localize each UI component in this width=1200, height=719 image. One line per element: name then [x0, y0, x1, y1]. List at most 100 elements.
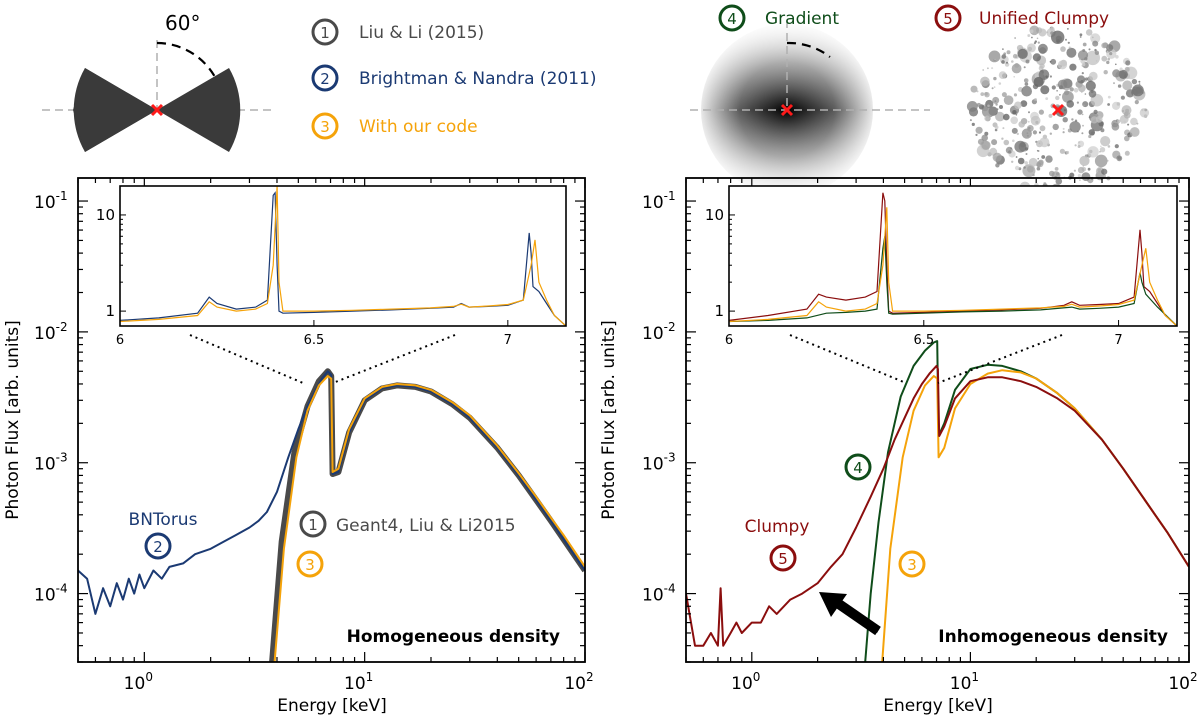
clump	[994, 100, 997, 103]
clump	[1134, 100, 1139, 105]
clump	[1138, 80, 1141, 83]
right-inset-series-clumpy	[729, 192, 1177, 326]
clump	[1018, 121, 1025, 128]
clump	[1030, 115, 1041, 126]
clump	[1124, 135, 1130, 142]
clump	[991, 139, 998, 146]
opening-angle-arc	[786, 41, 831, 58]
left-inset-series-with-our-code	[120, 186, 566, 326]
clump	[1017, 48, 1028, 60]
clump	[981, 105, 995, 118]
clump	[1051, 30, 1065, 44]
right-annot-clumpy: Clumpy 5	[745, 517, 809, 572]
clump	[1066, 100, 1074, 108]
right-ylabel: Photon Flux [arb. units]	[599, 320, 619, 519]
clump	[1038, 69, 1050, 80]
clump	[1115, 55, 1119, 59]
legend-item-1: 1 Liu & Li (2015)	[311, 18, 484, 46]
clump	[1095, 116, 1103, 123]
clump	[998, 71, 1007, 79]
clump	[1045, 97, 1049, 100]
clump	[1001, 54, 1007, 59]
left-y-tick-label: 10-3	[34, 451, 68, 475]
svg-text:1: 1	[308, 516, 318, 534]
clump	[1010, 116, 1018, 125]
clump	[987, 104, 990, 108]
clump	[1025, 59, 1030, 64]
clump	[1062, 131, 1065, 134]
clump	[1013, 93, 1018, 97]
svg-text:3: 3	[305, 556, 315, 574]
clump	[1082, 101, 1089, 108]
clump	[1077, 75, 1086, 84]
clump	[1084, 77, 1089, 81]
clump	[1021, 85, 1032, 97]
gradient-torus-sketch	[690, 20, 930, 196]
clump	[1038, 109, 1044, 115]
svg-text:4: 4	[853, 459, 863, 477]
clump	[1113, 82, 1115, 85]
clump	[1071, 118, 1074, 121]
right-zoom-line-b	[937, 334, 1063, 384]
clump	[998, 82, 1002, 85]
clump	[1131, 78, 1138, 85]
svg-text:Brightman & Nandra (2011): Brightman & Nandra (2011)	[359, 69, 596, 89]
clump	[1024, 161, 1028, 165]
clump	[971, 122, 975, 126]
clump	[1123, 120, 1127, 124]
homogeneous-torus-sketch: 60°	[42, 11, 275, 152]
legend-item-5: 5 Unified Clumpy	[934, 4, 1109, 32]
clump	[1041, 155, 1046, 159]
clump	[1113, 122, 1115, 125]
clump	[1078, 58, 1081, 61]
clump	[1050, 58, 1057, 65]
svg-text:With our code: With our code	[359, 117, 478, 137]
left-x-tick-label: 101	[344, 670, 373, 694]
clump	[976, 102, 981, 107]
clump	[1116, 102, 1121, 106]
clump	[1130, 117, 1138, 126]
clump	[1077, 166, 1085, 174]
clump	[1090, 33, 1101, 44]
clump	[1036, 160, 1044, 168]
clump	[1014, 165, 1020, 171]
clump	[1069, 121, 1081, 133]
clump	[1079, 179, 1081, 182]
clump	[1003, 113, 1010, 121]
clump	[1077, 174, 1081, 178]
clump	[1011, 63, 1022, 74]
clump	[1100, 145, 1102, 148]
left-y-tick-label: 10-4	[34, 582, 68, 606]
clump	[1083, 104, 1085, 107]
clump	[991, 67, 994, 70]
clump	[1033, 42, 1036, 45]
clump	[1012, 53, 1018, 59]
clump	[1036, 166, 1041, 171]
left-series-bntorus	[78, 370, 585, 615]
clump	[1059, 93, 1061, 96]
left-annot-geant4: 1 Geant4, Liu & Li2015	[299, 510, 516, 538]
left-xlabel: Energy [keV]	[277, 696, 387, 716]
clump	[1114, 144, 1119, 149]
clump	[1038, 43, 1048, 54]
svg-text:BNTorus: BNTorus	[129, 510, 198, 530]
clump	[1065, 150, 1070, 155]
source-marker	[150, 103, 164, 117]
svg-text:Gradient: Gradient	[765, 9, 839, 29]
clump	[1017, 157, 1025, 165]
clump	[1050, 31, 1054, 35]
clump	[1036, 37, 1039, 40]
right-panel-title: Inhomogeneous density	[938, 627, 1168, 647]
clump	[1011, 60, 1014, 63]
left-inset-y-tick-label: 10	[96, 206, 115, 224]
clump	[1006, 61, 1008, 64]
clump	[1091, 36, 1094, 39]
right-inset-frame	[728, 185, 1178, 327]
clump	[975, 126, 983, 134]
clump	[970, 85, 978, 93]
clump	[993, 156, 997, 160]
clump	[1012, 110, 1017, 115]
clump	[1127, 123, 1130, 126]
clump	[1020, 100, 1028, 107]
clump	[1085, 80, 1096, 91]
